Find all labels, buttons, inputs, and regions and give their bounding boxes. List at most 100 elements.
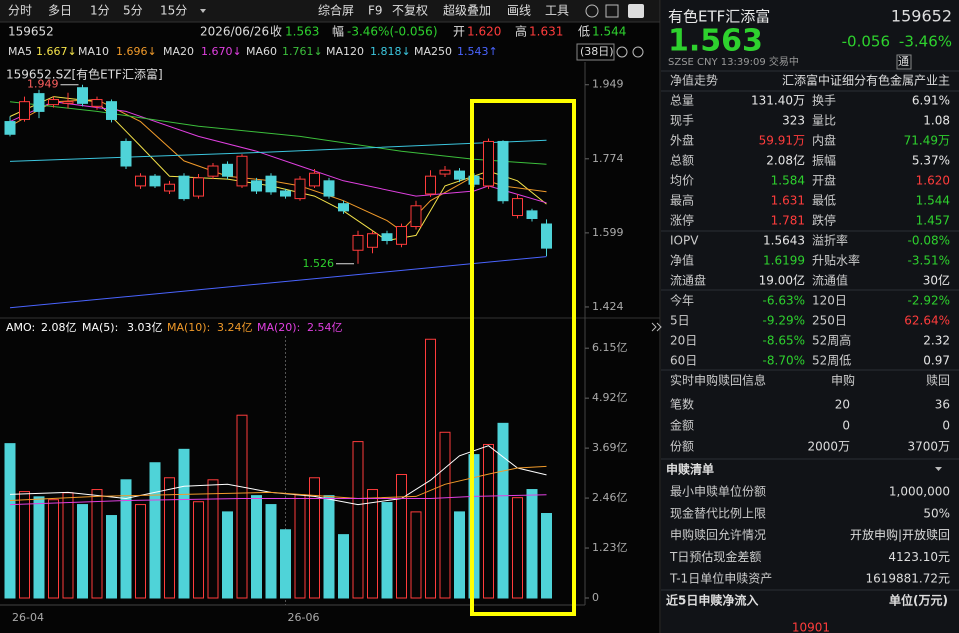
stat-value: 1.5643 bbox=[763, 234, 805, 248]
cell: 开放申购|开放赎回 bbox=[850, 527, 950, 542]
tool-button[interactable]: 超级叠加 bbox=[443, 3, 491, 18]
zoom-out-icon[interactable] bbox=[616, 46, 628, 58]
column-head: 赎回 bbox=[926, 374, 950, 388]
dropdown-icon[interactable] bbox=[200, 9, 206, 13]
stat-label: 20日 bbox=[670, 334, 697, 348]
stat-value: 59.91万 bbox=[759, 134, 805, 148]
stat-label: 净值 bbox=[670, 253, 694, 268]
annotation: 1.526 bbox=[303, 257, 335, 270]
stat-value: -9.29% bbox=[763, 314, 805, 328]
quote-label: 低 bbox=[578, 25, 590, 39]
period-tab[interactable]: 5分 bbox=[123, 4, 143, 18]
stat-label: 现手 bbox=[670, 114, 694, 128]
ma-line bbox=[9, 256, 547, 309]
candle-body bbox=[439, 169, 451, 175]
candle-body bbox=[294, 178, 306, 200]
stat-value: 6.91% bbox=[912, 94, 950, 108]
legend-value: 1.761↓ bbox=[282, 45, 323, 58]
volume-bar bbox=[483, 443, 494, 599]
volume-bar bbox=[4, 443, 16, 599]
volume-bar bbox=[193, 501, 204, 599]
badge[interactable]: 通 bbox=[898, 55, 909, 68]
volume-ma-line bbox=[9, 465, 547, 501]
period-tab[interactable]: 15分 bbox=[160, 4, 187, 18]
volume-bar bbox=[120, 479, 132, 599]
stat-value: 1.544 bbox=[916, 194, 950, 208]
candle-body bbox=[120, 140, 132, 167]
quote-label: 开 bbox=[453, 25, 465, 39]
candle-body bbox=[352, 234, 364, 251]
volume-bar bbox=[19, 491, 30, 599]
volume-bar bbox=[410, 511, 422, 599]
volume-bar bbox=[265, 504, 277, 599]
stat-value: -3.51% bbox=[908, 254, 950, 268]
period-tab[interactable]: 多日 bbox=[48, 4, 72, 18]
cell: 1,000,000 bbox=[889, 485, 950, 499]
quote-value: 1.544 bbox=[592, 25, 626, 39]
row-label: 笔数 bbox=[670, 397, 694, 412]
legend-name: MA5 bbox=[8, 45, 32, 58]
row-label: 份额 bbox=[670, 440, 694, 454]
candle-body bbox=[367, 233, 378, 248]
column-head: 申购 bbox=[831, 373, 855, 388]
stat-value: -2.92% bbox=[908, 294, 950, 308]
candle-body bbox=[4, 121, 16, 135]
cell: 3700万 bbox=[907, 440, 950, 454]
annotation: 1.949 bbox=[27, 78, 59, 91]
tool-button[interactable]: 工具 bbox=[545, 4, 569, 18]
quote-label: 高 bbox=[515, 24, 527, 39]
zoom-in-icon[interactable] bbox=[632, 46, 644, 58]
range-label[interactable]: (38日) bbox=[580, 45, 614, 58]
stat-value: 1.584 bbox=[771, 174, 805, 188]
stat-value: 30亿 bbox=[923, 273, 950, 288]
stat-label: 5日 bbox=[670, 314, 690, 328]
volume-bar bbox=[149, 462, 161, 599]
y-tick-label: 2.46亿 bbox=[592, 491, 628, 504]
tool-button[interactable]: F9 bbox=[368, 4, 383, 18]
row-label[interactable]: 净值走势 bbox=[670, 73, 718, 88]
window-icon[interactable] bbox=[605, 4, 619, 18]
wp-icon[interactable] bbox=[628, 4, 644, 18]
tool-button[interactable]: 不复权 bbox=[392, 4, 428, 18]
quote-label: 幅 bbox=[332, 24, 344, 39]
cell: 0 bbox=[842, 419, 850, 433]
stat-value: 71.49万 bbox=[904, 134, 950, 148]
candle-body bbox=[512, 198, 523, 217]
ma-line bbox=[9, 139, 547, 162]
change: -0.056 bbox=[842, 33, 890, 51]
stat-label: 250日 bbox=[812, 314, 847, 328]
section-title[interactable]: 申赎清单 bbox=[666, 462, 714, 477]
volume-ma-line bbox=[9, 445, 547, 506]
legend-name: AMO: bbox=[6, 321, 35, 334]
volume-bar bbox=[425, 338, 436, 599]
stat-value: 1.620 bbox=[916, 174, 950, 188]
stat-value: -6.63% bbox=[763, 294, 805, 308]
candle-body bbox=[381, 233, 393, 242]
row-label: T-1日单位申赎资产 bbox=[669, 571, 772, 586]
row-label: 申购赎回允许情况 bbox=[670, 527, 766, 542]
settings-icon[interactable] bbox=[585, 4, 599, 18]
stat-value: 1.08 bbox=[923, 114, 950, 128]
candle-body bbox=[323, 180, 335, 197]
tool-button[interactable]: 画线 bbox=[507, 4, 531, 18]
stat-value: -8.65% bbox=[763, 334, 805, 348]
period-tab[interactable]: 分时 bbox=[8, 4, 32, 18]
change-pct: -3.46% bbox=[899, 33, 952, 51]
side-panel-bg bbox=[661, 0, 959, 633]
tool-button[interactable]: 综合屏 bbox=[318, 3, 354, 18]
cell: 20 bbox=[835, 398, 850, 412]
stat-label: 开盘 bbox=[812, 173, 836, 188]
stat-value: 19.00亿 bbox=[759, 273, 805, 288]
period-tab[interactable]: 1分 bbox=[90, 4, 110, 18]
expand-icon[interactable] bbox=[651, 322, 662, 332]
cell: 4123.10元 bbox=[888, 550, 950, 564]
row-label: 金额 bbox=[670, 418, 694, 433]
volume-bar bbox=[497, 422, 509, 599]
y-tick-label: 3.69亿 bbox=[592, 441, 628, 454]
stat-value: -0.08% bbox=[908, 234, 950, 248]
range-box[interactable] bbox=[576, 43, 615, 61]
dropdown-icon[interactable] bbox=[935, 467, 942, 471]
stat-label: 最高 bbox=[670, 193, 694, 208]
volume-bar bbox=[367, 489, 378, 599]
volume-bar bbox=[33, 496, 45, 599]
